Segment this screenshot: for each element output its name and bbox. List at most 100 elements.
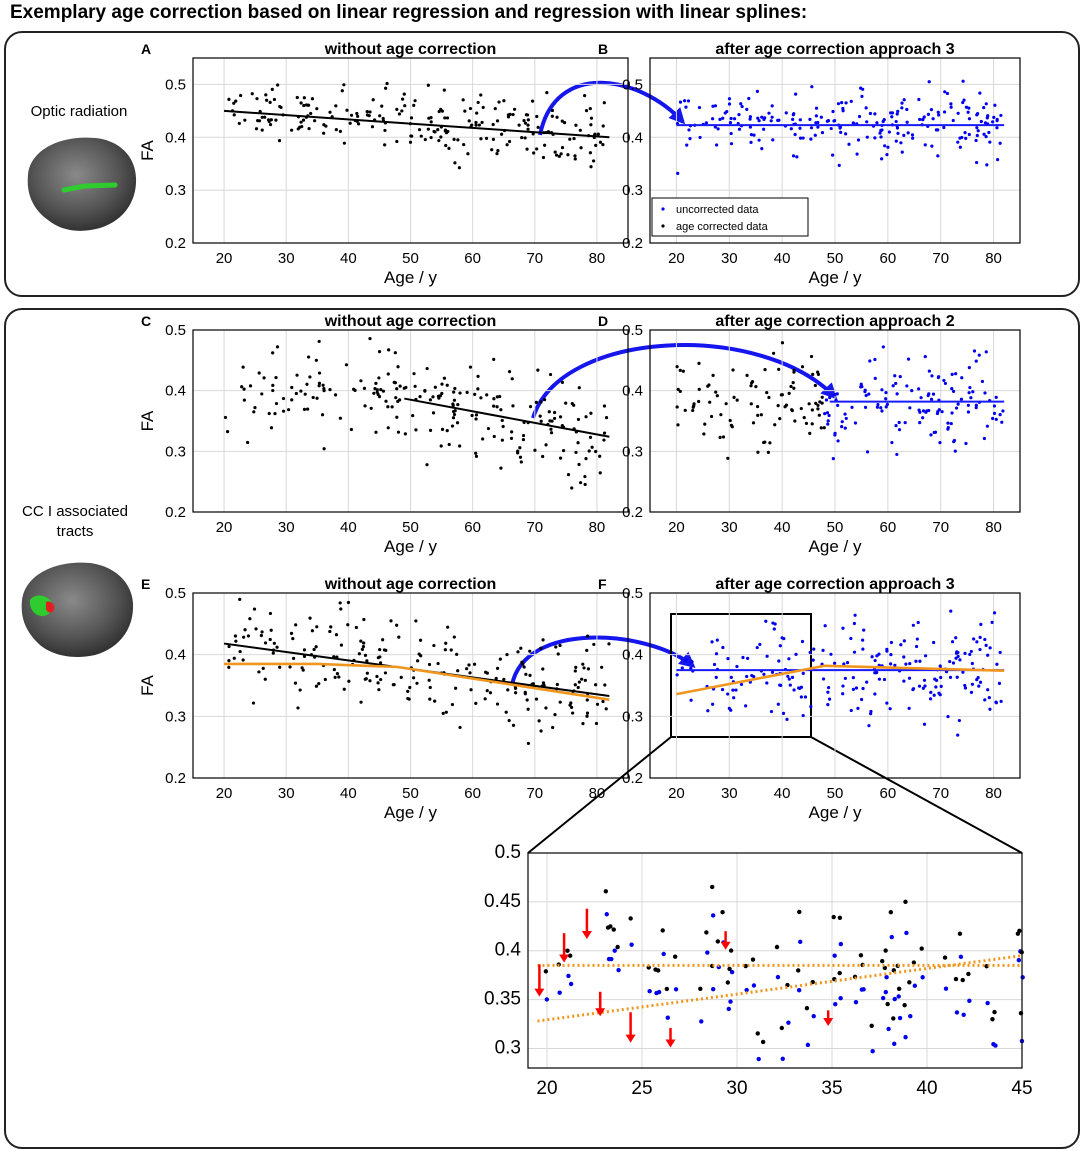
data-point [290,385,294,390]
data-point [526,741,531,746]
data-point [790,409,794,413]
data-point [492,404,496,408]
data-point [452,635,456,639]
data-point-corrected [805,1042,811,1048]
data-point-corrected [840,101,844,105]
data-point [789,384,793,389]
data-point [589,116,594,120]
data-point-corrected [950,387,954,391]
data-point [816,407,820,411]
data-point-corrected [946,421,950,425]
data-point [526,127,530,131]
data-point [375,674,379,679]
x-tick-label: 80 [589,250,606,267]
data-point [281,396,286,401]
data-point-corrected [894,423,898,428]
data-point-corrected [835,392,839,396]
data-point [585,648,589,652]
data-point-corrected [951,661,956,665]
data-point [269,426,274,430]
data-point [516,650,520,654]
x-axis-label: Age / y [809,803,862,822]
data-point [413,384,417,388]
data-point [315,396,319,400]
top-section-box [4,31,1080,297]
data-point [544,443,548,447]
data-point [254,627,258,631]
data-point-corrected [847,142,851,146]
data-point-corrected [873,692,877,696]
data-point-corrected [967,366,971,370]
data-point [508,112,512,116]
data-point [242,398,246,402]
data-point-corrected [714,143,719,147]
data-point [449,648,453,652]
data-point [1015,931,1021,936]
data-point [479,137,483,141]
data-point-corrected [950,640,955,644]
data-point [547,410,551,414]
data-point-corrected [877,677,881,681]
data-point [628,916,633,921]
data-point [387,348,391,352]
data-point [539,400,543,404]
fit-line-linear [224,109,610,139]
data-point-corrected [723,111,727,115]
data-point [528,405,533,409]
data-point-corrected [814,114,819,118]
data-point [578,481,583,485]
data-point [811,372,815,376]
data-point-corrected [711,104,715,108]
data-point [745,373,749,377]
data-point [541,681,546,685]
data-point [507,139,512,144]
data-point [278,104,282,109]
data-point-corrected [800,639,805,644]
data-point-corrected [762,672,766,676]
data-point-corrected [911,687,916,691]
data-point [347,679,351,683]
data-point [903,899,908,905]
data-point-corrected [827,685,831,690]
data-point-corrected [978,647,982,652]
data-point [262,376,266,380]
data-point-corrected [841,626,845,630]
data-point [415,681,419,685]
data-point [403,104,407,108]
x-tick-label: 80 [985,785,1002,802]
data-point-corrected [763,116,767,120]
data-point [379,661,383,665]
data-point [601,699,605,704]
data-point [395,107,399,112]
data-point [463,109,467,113]
data-point-corrected [684,105,688,109]
data-point [267,411,271,416]
data-point-corrected [954,636,958,640]
data-point-corrected [922,678,927,682]
data-point [272,641,276,645]
data-point [261,666,265,670]
data-point-corrected [826,703,830,707]
data-point [560,145,565,150]
data-point [431,411,436,415]
data-point [259,633,263,638]
data-point-corrected [741,655,745,660]
data-point [594,143,598,147]
y-tick-label: 0.5 [622,585,643,602]
data-point [588,106,592,111]
fit-line-spline [676,664,1005,696]
data-point [416,659,420,663]
data-point [584,456,588,461]
data-point [583,93,587,98]
data-point [585,698,589,702]
data-point-corrected [794,92,798,96]
data-point [458,391,462,395]
data-point-corrected [929,690,933,694]
y-axis-label: FA [138,674,157,695]
data-point [520,660,524,664]
data-point [337,675,341,679]
data-point-corrected [744,987,749,993]
data-point-corrected [928,697,933,701]
data-point [577,386,581,390]
data-point-corrected [829,652,833,656]
